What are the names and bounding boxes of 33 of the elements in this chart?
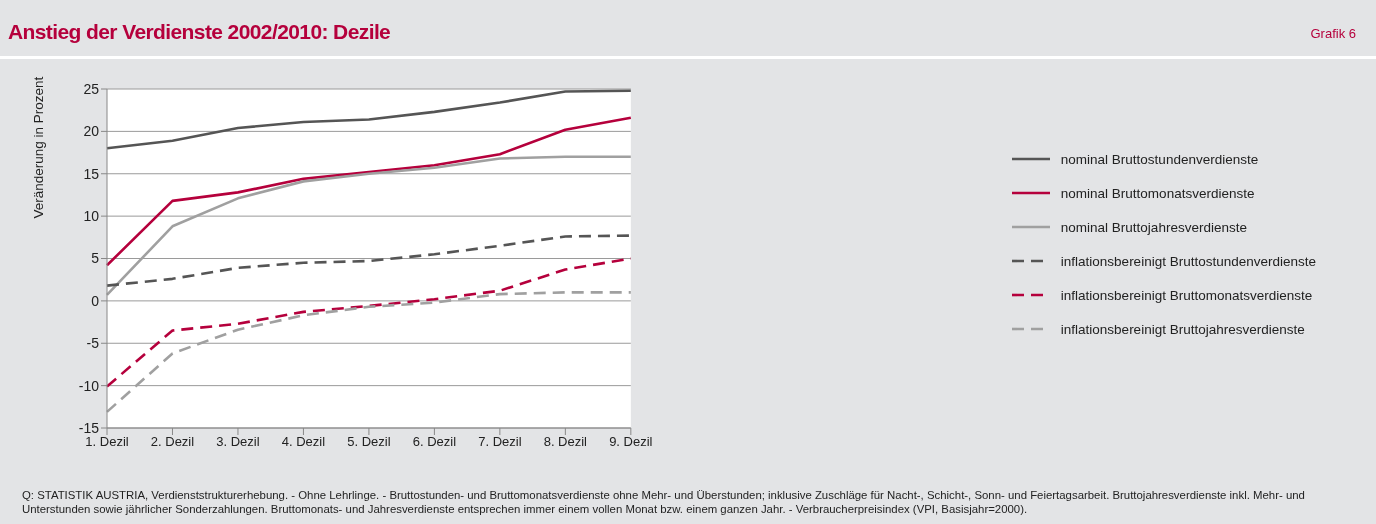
x-tick-label: 8. Dezil <box>543 434 588 450</box>
chart-title: Anstieg der Verdienste 2002/2010: Dezile <box>8 20 391 44</box>
x-tick-label: 7. Dezil <box>478 434 522 450</box>
line-series <box>105 291 633 414</box>
y-tick-label: -10 <box>78 377 100 394</box>
x-tick-label: 1. Dezil <box>85 434 129 450</box>
line-series <box>105 89 633 150</box>
legend-label: inflationsbereinigt Bruttojahresverdienste <box>1060 321 1305 337</box>
legend-label: nominal Bruttojahresverdienste <box>1060 219 1247 235</box>
y-tick-label: 15 <box>83 165 100 182</box>
y-tick-label: -15 <box>78 419 100 436</box>
line-series <box>105 116 633 267</box>
x-tick-label: 9. Dezil <box>609 434 653 450</box>
line-series <box>105 155 633 297</box>
x-tick-label: 2. Dezil <box>150 434 195 450</box>
legend-label: inflationsbereinigt Bruttostundenverdienste <box>1060 253 1316 269</box>
y-tick-label: 0 <box>91 292 100 309</box>
x-tick-label: 4. Dezil <box>281 434 326 450</box>
y-tick-label: 5 <box>91 250 100 267</box>
text: Grafik 6 <box>1310 26 1356 41</box>
y-tick-label: -5 <box>86 335 100 352</box>
legend-label: nominal Bruttomonatsverdienste <box>1060 185 1255 201</box>
x-tick-label: 5. Dezil <box>347 434 391 450</box>
line-series <box>105 257 633 388</box>
text: Q: STATISTIK AUSTRIA, Verdienststrukturerhebung. - Ohne Lehrlinge. - Bruttostunden- und Bruttomonatsverdienste ohne Mehr- und Überstunden; inklusive Zuschläge für Nacht-, Schicht-, Sonn- und Feiertagsarbeit. Bruttojahresverdienste inkl. Mehr- und Unterstunden sowie jährlicher Sonderzahlungen. Bruttomonats- und Jahresverdienste entsprechen immer einem vollen Monat bzw. einem ganzen Jahr. - Verbraucherpreisindex (VPI, Basisjahr=2000). <box>22 488 1306 516</box>
y-axis-title: Veränderung in Prozent <box>30 76 46 219</box>
y-tick-label: 20 <box>83 123 100 140</box>
x-tick-label: 6. Dezil <box>412 434 457 450</box>
x-tick-label: 3. Dezil <box>216 434 260 450</box>
y-tick-label: 25 <box>83 80 100 97</box>
legend-label: inflationsbereinigt Bruttomonatsverdienste <box>1060 287 1313 303</box>
y-tick-label: 10 <box>83 208 100 225</box>
legend-label: nominal Bruttostundenverdienste <box>1060 151 1259 167</box>
